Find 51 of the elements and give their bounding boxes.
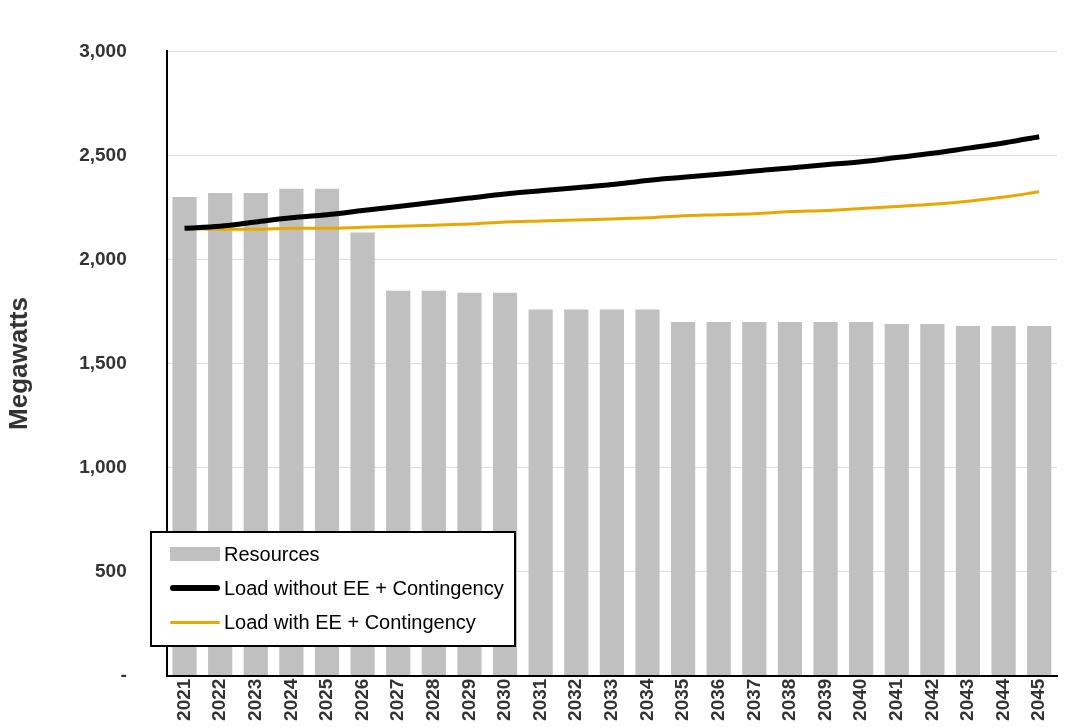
- x-tick-label: 2025: [315, 678, 337, 721]
- legend-label: Resources: [224, 542, 320, 566]
- y-tick-label: 2,500: [79, 143, 127, 165]
- y-tick-label: 500: [95, 559, 127, 581]
- x-tick-label: 2031: [528, 678, 550, 721]
- y-tick-label: 3,000: [79, 39, 127, 61]
- bar: [920, 323, 945, 676]
- bar: [955, 326, 981, 676]
- x-tick-label: 2041: [884, 678, 906, 721]
- bar: [670, 321, 696, 676]
- y-axis-title: Megawatts: [2, 297, 33, 430]
- x-tick-label: 2032: [564, 678, 586, 721]
- y-tick-label: -: [120, 663, 127, 685]
- bar: [564, 309, 589, 676]
- legend-label: Load without EE + Contingency: [224, 576, 504, 600]
- x-tick-label: 2026: [350, 678, 372, 721]
- x-tick-label: 2038: [778, 678, 800, 721]
- x-tick-label: 2022: [208, 678, 230, 721]
- bar: [991, 326, 1016, 676]
- bar: [813, 321, 838, 676]
- x-tick-label: 2035: [671, 678, 693, 721]
- x-tick-label: 2030: [493, 678, 515, 721]
- x-tick-label: 2029: [457, 678, 479, 721]
- x-tick-label: 2037: [742, 678, 764, 721]
- x-tick-label: 2021: [172, 678, 194, 721]
- y-tick-label: 1,500: [79, 351, 127, 373]
- bar: [635, 309, 660, 676]
- bar: [706, 321, 731, 676]
- x-tick-label: 2039: [813, 678, 835, 721]
- bar: [1027, 326, 1052, 676]
- bar: [884, 323, 909, 676]
- x-tick-label: 2033: [600, 678, 622, 721]
- bar: [742, 321, 767, 676]
- x-tick-label: 2043: [956, 678, 978, 721]
- legend-label: Load with EE + Contingency: [224, 610, 476, 634]
- x-tick-label: 2036: [706, 678, 728, 721]
- bar: [777, 321, 803, 676]
- x-tick-label: 2028: [422, 678, 444, 721]
- x-tick-label: 2045: [1027, 678, 1049, 721]
- x-tick-label: 2023: [244, 678, 266, 721]
- x-tick-label: 2027: [386, 678, 408, 721]
- x-tick-label: 2040: [849, 678, 871, 721]
- x-tick-label: 2042: [920, 678, 942, 721]
- bar: [599, 309, 624, 676]
- bar: [849, 321, 874, 676]
- x-tick-label: 2034: [635, 678, 657, 721]
- bar: [528, 309, 553, 676]
- x-tick-label: 2044: [991, 678, 1013, 721]
- y-tick-label: 1,000: [79, 455, 127, 477]
- y-tick-label: 2,000: [79, 247, 127, 269]
- x-tick-label: 2024: [279, 678, 301, 721]
